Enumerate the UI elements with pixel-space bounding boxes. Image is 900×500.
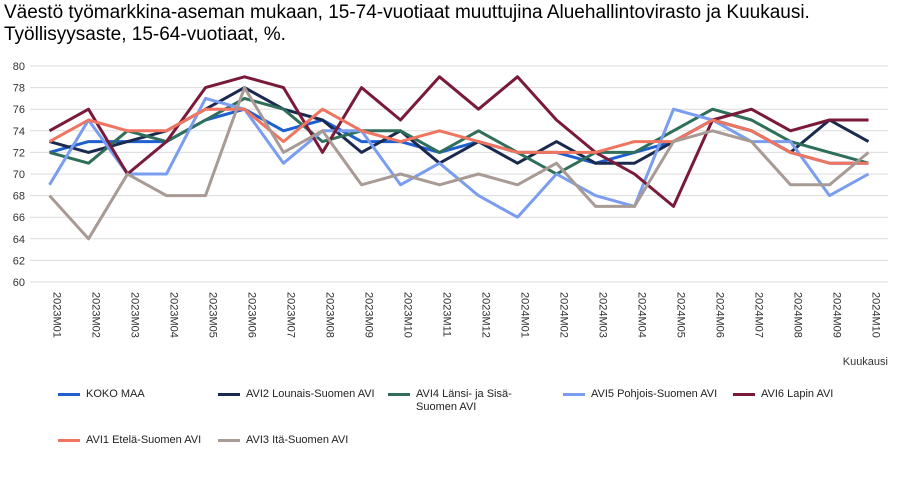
x-tick-label: 2024M09 [831,292,843,338]
x-tick-label: 2024M03 [597,292,609,338]
legend-swatch [218,393,240,396]
x-tick-label: 2024M05 [675,292,687,338]
chart-title: Väestö työmarkkina-aseman mukaan, 15-74-… [4,2,894,46]
y-tick-label: 60 [13,277,25,289]
y-tick-label: 70 [13,169,25,181]
legend-item: AVI2 Lounais-Suomen AVI [218,388,378,418]
legend-item: AVI3 Itä-Suomen AVI [218,434,378,464]
y-tick-label: 64 [13,234,25,246]
x-tick-label: 2024M08 [792,292,804,338]
series-line-5 [48,75,869,208]
legend-label: AVI3 Itä-Suomen AVI [246,434,349,446]
x-tick-label: 2024M10 [870,292,882,338]
legend-label: AVI1 Etelä-Suomen AVI [86,434,202,446]
y-tick-label: 76 [13,104,25,116]
series-line-6 [48,107,869,165]
legend-swatch [733,393,755,396]
y-tick-label: 72 [13,147,25,159]
series-line-7 [48,86,870,241]
legend-item: AVI1 Etelä-Suomen AVI [58,434,208,464]
x-tick-label: 2023M08 [324,292,336,338]
x-tick-label: 2024M01 [519,292,531,338]
y-axis-ticks: 60 62 64 66 68 70 72 74 76 78 80 [13,61,25,289]
series-line-2 [49,86,870,165]
x-tick-label: 2023M01 [51,292,63,338]
gridlines [30,65,888,283]
legend-item: AVI6 Lapin AVI [733,388,883,418]
series-line-4 [48,96,870,219]
y-tick-label: 74 [13,126,25,138]
x-tick-label: 2024M06 [714,292,726,338]
legend-label: AVI4 Länsi- ja Sisä-Suomen AVI [416,388,512,413]
legend-swatch [388,393,410,396]
chart-title-line1: Väestö työmarkkina-aseman mukaan, 15-74-… [4,2,810,23]
series-lines [48,75,870,241]
x-tick-label: 2023M03 [129,292,141,338]
legend-swatch [58,439,80,442]
y-tick-label: 78 [13,83,25,95]
legend-swatch [218,439,240,442]
x-tick-label: 2024M02 [558,292,570,338]
legend-swatch [58,393,80,396]
legend-label: KOKO MAA [86,388,145,400]
x-tick-label: 2023M10 [402,292,414,338]
y-tick-label: 68 [13,191,25,203]
x-tick-label: 2023M06 [246,292,258,338]
legend-swatch [563,393,585,396]
y-tick-label: 80 [13,61,25,73]
x-tick-label: 2023M07 [285,292,297,338]
y-tick-label: 66 [13,212,25,224]
x-tick-label: 2023M05 [207,292,219,338]
x-tick-label: 2024M07 [753,292,765,338]
legend-item: KOKO MAA [58,388,208,418]
chart-title-line2: Työllisyysaste, 15-64-vuotiaat, %. [4,24,286,45]
legend-label: AVI6 Lapin AVI [761,388,834,400]
x-axis-label: Kuukausi [842,356,888,368]
x-tick-label: 2023M11 [441,292,453,337]
legend-item: AVI5 Pohjois-Suomen AVI [563,388,723,418]
x-tick-label: 2023M12 [480,292,492,338]
x-axis-ticks: 2023M01 2023M02 2023M03 2023M04 2023M05 2023M… [51,292,882,338]
x-tick-label: 2023M09 [363,292,375,338]
legend-label: AVI5 Pohjois-Suomen AVI [591,388,718,400]
legend-item: AVI4 Länsi- ja Sisä-Suomen AVI [388,388,553,418]
x-tick-label: 2023M04 [168,292,180,338]
legend-label: AVI2 Lounais-Suomen AVI [246,388,375,400]
y-tick-label: 62 [13,255,25,267]
x-tick-label: 2024M04 [636,292,648,338]
x-tick-label: 2023M02 [90,292,102,338]
